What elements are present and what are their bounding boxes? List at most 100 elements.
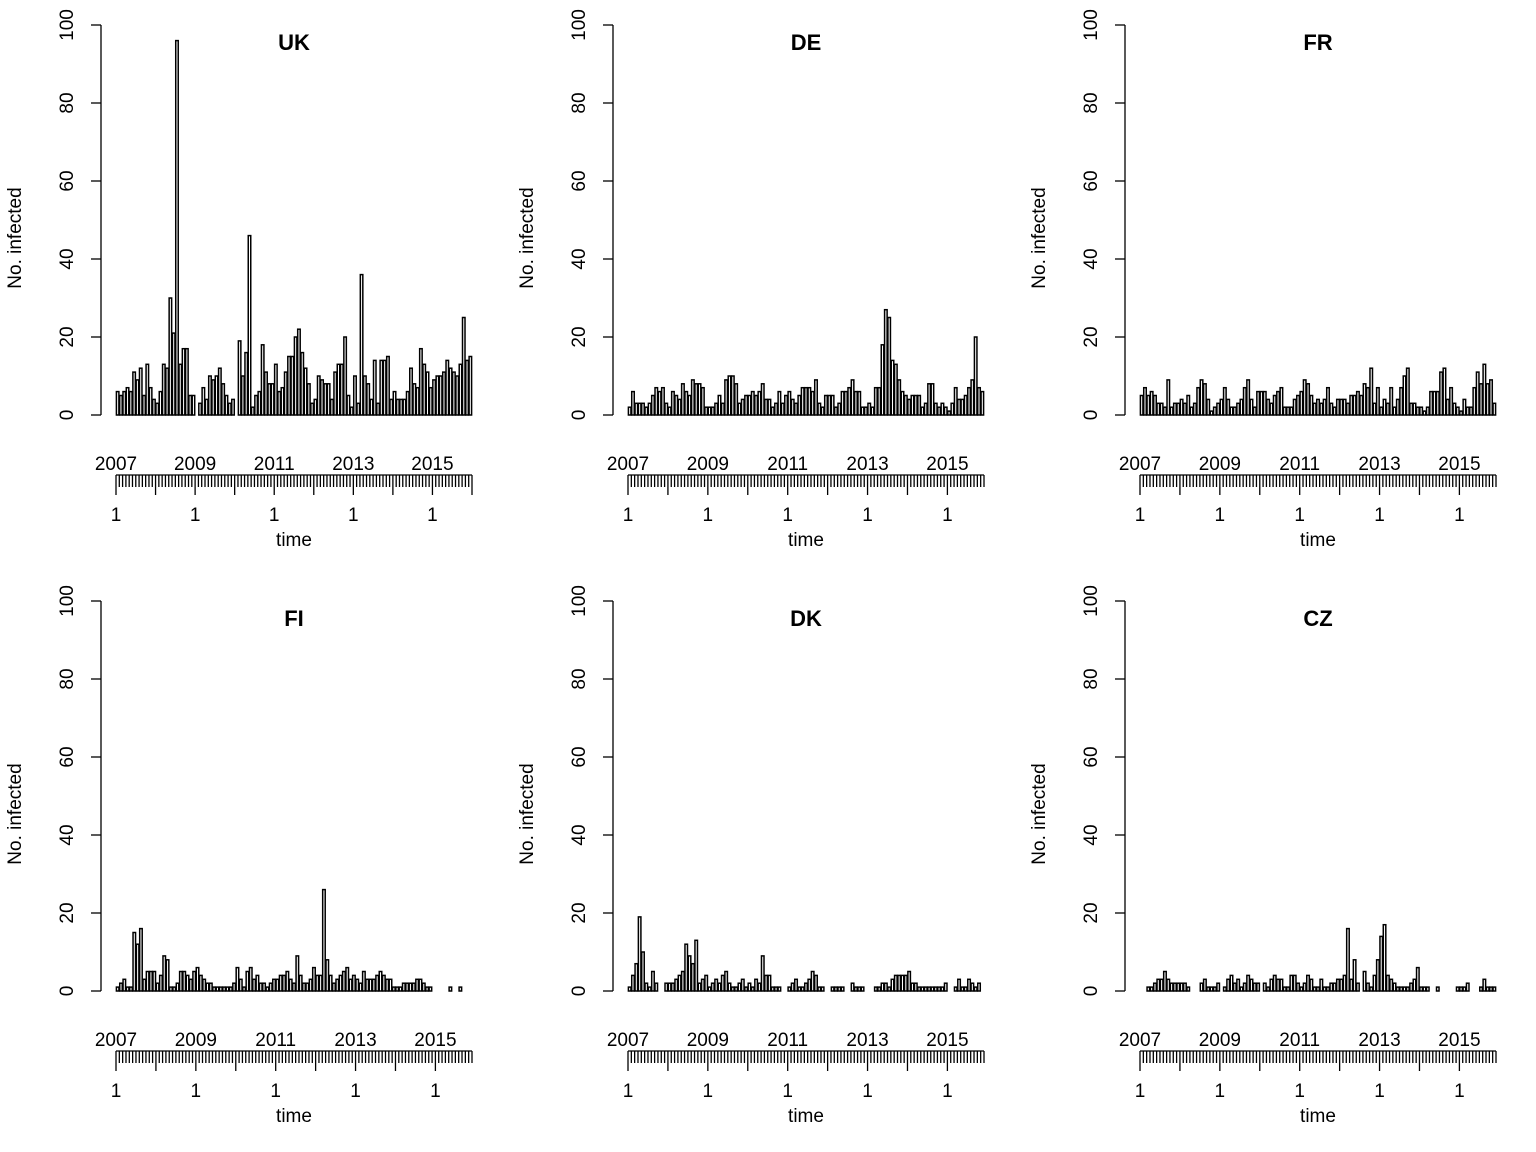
bar (1236, 978, 1241, 992)
bar (306, 383, 311, 416)
bar (1459, 986, 1464, 992)
year-label: 2007 (95, 1030, 137, 1051)
bar (277, 390, 282, 416)
bar (694, 939, 699, 992)
bar (1236, 402, 1241, 416)
bar (172, 986, 177, 992)
y-tick-label: 40 (569, 248, 590, 269)
bar (235, 966, 240, 992)
bar (405, 390, 410, 416)
bar (1425, 406, 1430, 416)
bar (700, 386, 705, 416)
bar (1375, 386, 1380, 416)
bar (1186, 394, 1191, 416)
bar (880, 344, 885, 416)
bar (361, 970, 366, 992)
y-tick-label: 80 (569, 92, 590, 113)
bar (1455, 986, 1460, 992)
y-tick-label: 40 (1081, 248, 1102, 269)
bar (250, 406, 255, 416)
bar (308, 978, 313, 992)
bar (125, 386, 130, 416)
bar (1286, 986, 1291, 992)
bar (148, 386, 153, 416)
y-tick-label: 20 (569, 902, 590, 923)
bar (1176, 402, 1181, 416)
bar (764, 398, 769, 416)
bar (145, 970, 150, 992)
bar (744, 986, 749, 992)
time-tick-label: 1 (623, 505, 634, 526)
bar (1262, 390, 1267, 416)
bar (1385, 974, 1390, 992)
bar (707, 986, 712, 992)
bar (188, 394, 193, 416)
bar (644, 406, 649, 416)
bar (1345, 927, 1350, 992)
bar (953, 986, 958, 992)
bar (810, 390, 815, 416)
bar (1352, 959, 1357, 992)
panel-fi: FI 0 20 40 60 80 100 No. infected 2007 2009 2011 20… (5, 585, 473, 1127)
x-axis-label: time (276, 1106, 312, 1127)
year-label: 2015 (926, 1030, 968, 1051)
bar (630, 974, 636, 992)
year-label: 2007 (1119, 1030, 1161, 1051)
bar (205, 982, 210, 992)
bar (201, 386, 206, 416)
bar (376, 402, 381, 416)
bar (1282, 406, 1287, 416)
bar (927, 986, 932, 992)
bar (228, 986, 233, 992)
y-tick-label: 80 (57, 92, 78, 113)
bar (1306, 974, 1311, 992)
bar (637, 402, 642, 416)
bar (1242, 982, 1247, 992)
time-tick-label: 1 (1374, 1081, 1385, 1102)
bar (174, 39, 179, 416)
bar (178, 363, 183, 416)
bar (707, 406, 712, 416)
bar (1209, 410, 1214, 416)
bar (1199, 982, 1204, 992)
bar (803, 982, 809, 992)
bar (323, 383, 328, 416)
bar (138, 927, 143, 992)
bar (907, 970, 912, 992)
bar (132, 931, 137, 992)
bar (151, 398, 156, 416)
bar (680, 970, 685, 992)
bar (178, 970, 183, 992)
bar (1222, 986, 1227, 992)
bar (1246, 379, 1251, 416)
year-label: 2007 (1119, 454, 1161, 475)
bar (730, 375, 735, 416)
bar (316, 375, 321, 416)
bar (893, 363, 898, 416)
bar (1485, 383, 1490, 416)
bar (343, 336, 348, 416)
bar (418, 978, 423, 992)
bar (352, 375, 357, 416)
y-tick-label: 60 (57, 746, 78, 767)
bar (627, 406, 632, 416)
time-tick-label: 1 (190, 505, 201, 526)
bar (800, 386, 805, 416)
bar (418, 347, 423, 416)
bar (857, 390, 862, 416)
bar (275, 978, 280, 992)
bar (1146, 986, 1151, 992)
y-tick-label: 20 (1081, 902, 1102, 923)
bar (355, 978, 360, 992)
bar (118, 982, 124, 992)
bar (840, 986, 845, 992)
bar (937, 406, 942, 416)
bar (1159, 978, 1164, 992)
bar (1429, 390, 1434, 416)
bar (415, 978, 420, 992)
bar (204, 398, 209, 416)
year-label: 2011 (767, 1030, 808, 1051)
y-tick-label: 20 (569, 326, 590, 347)
bar (305, 982, 310, 992)
bar (1372, 974, 1377, 992)
